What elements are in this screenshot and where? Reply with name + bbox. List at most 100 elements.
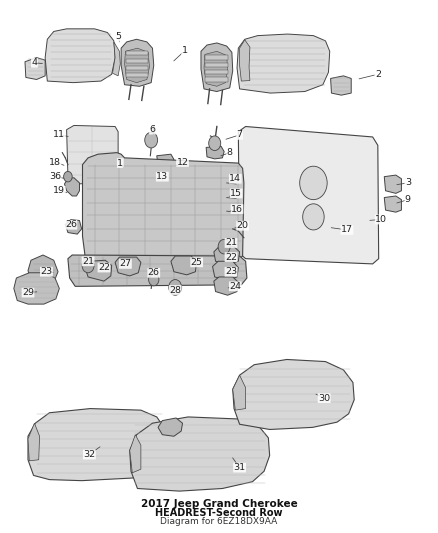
Text: 21: 21 [225, 238, 237, 247]
Polygon shape [126, 59, 148, 63]
Polygon shape [145, 204, 169, 229]
Polygon shape [384, 196, 401, 212]
Polygon shape [113, 42, 120, 76]
Polygon shape [65, 220, 81, 234]
Text: 30: 30 [318, 394, 330, 402]
Text: 9: 9 [405, 195, 411, 204]
Text: 21: 21 [82, 257, 94, 266]
Polygon shape [115, 257, 141, 276]
Polygon shape [195, 204, 219, 229]
Polygon shape [28, 409, 166, 481]
Text: 11: 11 [53, 131, 65, 139]
Text: 2: 2 [375, 70, 381, 79]
Text: 32: 32 [83, 450, 95, 459]
Text: 26: 26 [148, 268, 160, 277]
Polygon shape [384, 175, 401, 193]
Text: 17: 17 [341, 225, 353, 235]
Text: 18: 18 [49, 158, 61, 166]
Circle shape [218, 239, 230, 254]
Text: 1: 1 [182, 46, 187, 55]
Circle shape [145, 132, 158, 148]
Polygon shape [25, 58, 45, 79]
Polygon shape [130, 417, 270, 491]
Polygon shape [205, 55, 228, 60]
Circle shape [148, 273, 159, 286]
Text: 8: 8 [227, 148, 233, 157]
Polygon shape [64, 177, 79, 196]
Polygon shape [201, 43, 233, 92]
Text: 25: 25 [191, 258, 203, 267]
Circle shape [82, 258, 94, 273]
Polygon shape [95, 177, 118, 203]
Polygon shape [214, 277, 238, 295]
Text: 12: 12 [177, 158, 188, 166]
Polygon shape [158, 418, 183, 436]
Polygon shape [195, 177, 219, 203]
Text: 28: 28 [169, 286, 181, 295]
Text: 20: 20 [237, 221, 249, 230]
Text: 36: 36 [49, 172, 61, 181]
Text: 2017 Jeep Grand Cherokee: 2017 Jeep Grand Cherokee [141, 499, 297, 509]
Text: 4: 4 [32, 58, 37, 67]
Polygon shape [145, 230, 169, 255]
Polygon shape [204, 51, 228, 86]
Text: 24: 24 [230, 282, 241, 291]
Polygon shape [238, 126, 379, 264]
Text: 22: 22 [98, 263, 110, 272]
Polygon shape [212, 261, 238, 280]
Text: 22: 22 [225, 253, 237, 262]
Text: 27: 27 [120, 260, 131, 269]
Text: 23: 23 [225, 267, 237, 276]
Circle shape [303, 204, 324, 230]
Text: 31: 31 [233, 463, 246, 472]
Text: 7: 7 [237, 131, 243, 139]
Polygon shape [126, 51, 148, 55]
Polygon shape [68, 255, 247, 286]
Polygon shape [124, 48, 149, 83]
Circle shape [169, 279, 182, 295]
Polygon shape [28, 255, 58, 286]
Polygon shape [205, 70, 228, 74]
Polygon shape [28, 423, 39, 461]
Polygon shape [233, 359, 354, 430]
Text: 26: 26 [65, 220, 77, 229]
Text: 10: 10 [375, 215, 387, 224]
Polygon shape [195, 230, 219, 255]
Polygon shape [126, 73, 148, 77]
Text: 19: 19 [53, 186, 65, 195]
Circle shape [208, 136, 221, 150]
Polygon shape [82, 152, 244, 262]
Polygon shape [95, 230, 118, 255]
Polygon shape [145, 177, 169, 203]
Text: 3: 3 [405, 179, 411, 188]
Text: 14: 14 [230, 174, 241, 183]
Polygon shape [240, 40, 250, 81]
Polygon shape [126, 66, 148, 70]
Polygon shape [45, 29, 115, 83]
Text: 29: 29 [22, 288, 34, 297]
Text: 1: 1 [117, 159, 123, 167]
Polygon shape [237, 34, 330, 93]
Text: 16: 16 [231, 205, 243, 214]
Polygon shape [171, 256, 197, 275]
Polygon shape [95, 204, 118, 229]
Polygon shape [206, 147, 224, 159]
Polygon shape [157, 154, 174, 167]
Circle shape [64, 172, 72, 182]
Polygon shape [14, 273, 59, 304]
Text: HEADREST-Second Row: HEADREST-Second Row [155, 508, 283, 518]
Text: 15: 15 [230, 189, 242, 198]
Polygon shape [205, 77, 228, 82]
Circle shape [300, 166, 327, 200]
Text: 13: 13 [156, 172, 168, 181]
Text: 23: 23 [40, 267, 53, 276]
Polygon shape [67, 125, 118, 184]
Polygon shape [85, 260, 112, 281]
Polygon shape [130, 435, 141, 473]
Text: 6: 6 [149, 125, 155, 134]
Text: 5: 5 [115, 32, 121, 41]
Polygon shape [331, 76, 351, 95]
Text: Diagram for 6EZ18DX9AA: Diagram for 6EZ18DX9AA [160, 517, 278, 526]
Polygon shape [233, 375, 246, 410]
Polygon shape [121, 39, 154, 86]
